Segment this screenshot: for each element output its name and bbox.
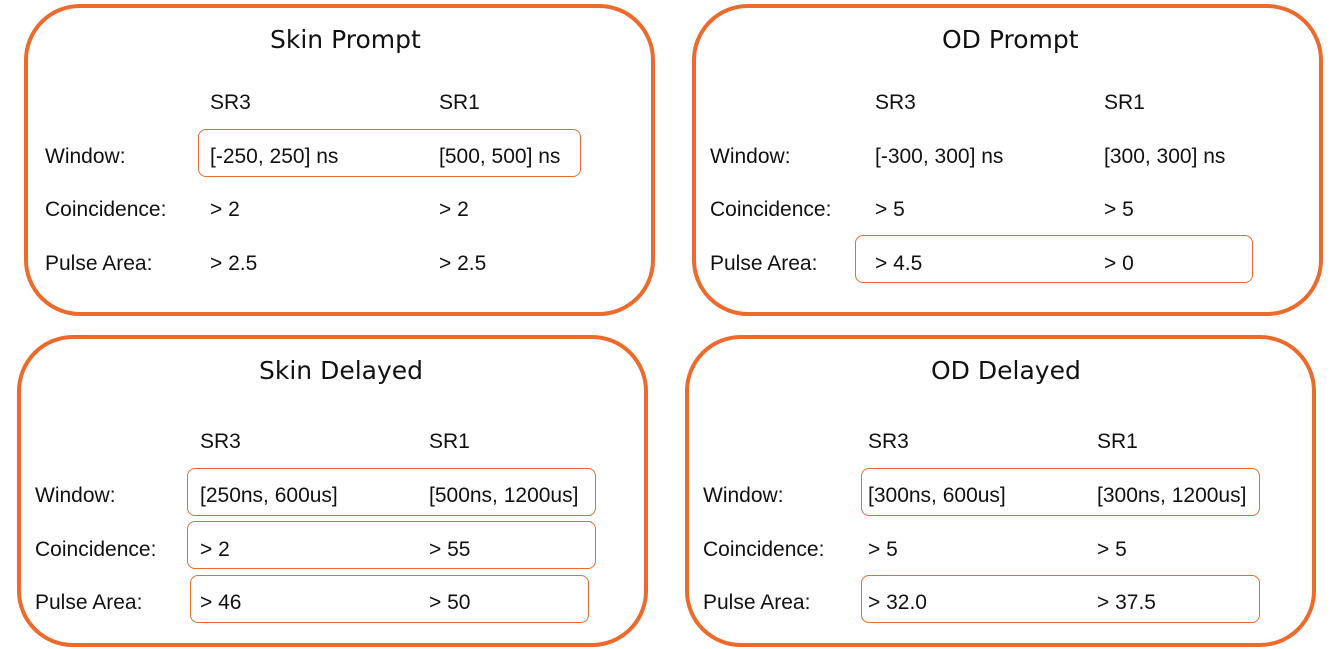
coincidence-value-sr3: > 2 bbox=[200, 538, 230, 561]
highlight-pulse-area-row bbox=[190, 575, 589, 623]
row-label-window: Window: bbox=[35, 484, 116, 507]
row-label-window: Window: bbox=[45, 145, 126, 168]
coincidence-value-sr3: > 2 bbox=[210, 198, 240, 221]
panel-title: Skin Prompt bbox=[270, 25, 421, 54]
row-label-coincidence: Coincidence: bbox=[703, 538, 825, 561]
row-label-pulse-area: Pulse Area: bbox=[35, 591, 143, 614]
coincidence-value-sr1: > 5 bbox=[1097, 538, 1127, 561]
window-value-sr3: [-250, 250] ns bbox=[210, 145, 339, 168]
panel-skin-prompt bbox=[24, 4, 655, 316]
pulse-area-value-sr3: > 32.0 bbox=[868, 591, 927, 614]
pulse-area-value-sr1: > 37.5 bbox=[1097, 591, 1156, 614]
panel-title: OD Prompt bbox=[942, 25, 1079, 54]
panel-od-delayed bbox=[685, 335, 1316, 647]
panel-title: Skin Delayed bbox=[259, 356, 424, 385]
column-header-sr3: SR3 bbox=[875, 91, 916, 114]
pulse-area-value-sr1: > 0 bbox=[1104, 252, 1134, 275]
coincidence-value-sr3: > 5 bbox=[875, 198, 905, 221]
row-label-pulse-area: Pulse Area: bbox=[710, 252, 818, 275]
window-value-sr3: [300ns, 600us] bbox=[868, 484, 1006, 507]
window-value-sr3: [-300, 300] ns bbox=[875, 145, 1004, 168]
panel-title: OD Delayed bbox=[931, 356, 1081, 385]
highlight-window-row bbox=[187, 468, 596, 516]
column-header-sr3: SR3 bbox=[210, 91, 251, 114]
coincidence-value-sr1: > 2 bbox=[439, 198, 469, 221]
highlight-window-row bbox=[198, 129, 581, 177]
row-label-coincidence: Coincidence: bbox=[45, 198, 167, 221]
pulse-area-value-sr3: > 2.5 bbox=[210, 252, 258, 275]
pulse-area-value-sr1: > 2.5 bbox=[439, 252, 487, 275]
row-label-pulse-area: Pulse Area: bbox=[703, 591, 811, 614]
pulse-area-value-sr3: > 4.5 bbox=[875, 252, 923, 275]
coincidence-value-sr1: > 55 bbox=[429, 538, 471, 561]
column-header-sr1: SR1 bbox=[1097, 430, 1138, 453]
window-value-sr1: [300ns, 1200us] bbox=[1097, 484, 1247, 507]
row-label-window: Window: bbox=[710, 145, 791, 168]
column-header-sr1: SR1 bbox=[439, 91, 480, 114]
window-value-sr1: [500ns, 1200us] bbox=[429, 484, 579, 507]
row-label-coincidence: Coincidence: bbox=[35, 538, 157, 561]
row-label-coincidence: Coincidence: bbox=[710, 198, 832, 221]
window-value-sr1: [500, 500] ns bbox=[439, 145, 561, 168]
coincidence-value-sr1: > 5 bbox=[1104, 198, 1134, 221]
panel-skin-delayed bbox=[17, 335, 648, 647]
highlight-pulse-area-row bbox=[855, 235, 1253, 283]
row-label-pulse-area: Pulse Area: bbox=[45, 252, 153, 275]
highlight-pulse-area-row bbox=[861, 575, 1260, 623]
panel-od-prompt bbox=[692, 4, 1323, 316]
column-header-sr3: SR3 bbox=[200, 430, 241, 453]
column-header-sr3: SR3 bbox=[868, 430, 909, 453]
window-value-sr3: [250ns, 600us] bbox=[200, 484, 338, 507]
pulse-area-value-sr1: > 50 bbox=[429, 591, 471, 614]
pulse-area-value-sr3: > 46 bbox=[200, 591, 242, 614]
highlight-window-row bbox=[861, 468, 1260, 516]
coincidence-value-sr3: > 5 bbox=[868, 538, 898, 561]
column-header-sr1: SR1 bbox=[1104, 91, 1145, 114]
column-header-sr1: SR1 bbox=[429, 430, 470, 453]
window-value-sr1: [300, 300] ns bbox=[1104, 145, 1226, 168]
row-label-window: Window: bbox=[703, 484, 784, 507]
highlight-coincidence-row bbox=[187, 521, 596, 569]
